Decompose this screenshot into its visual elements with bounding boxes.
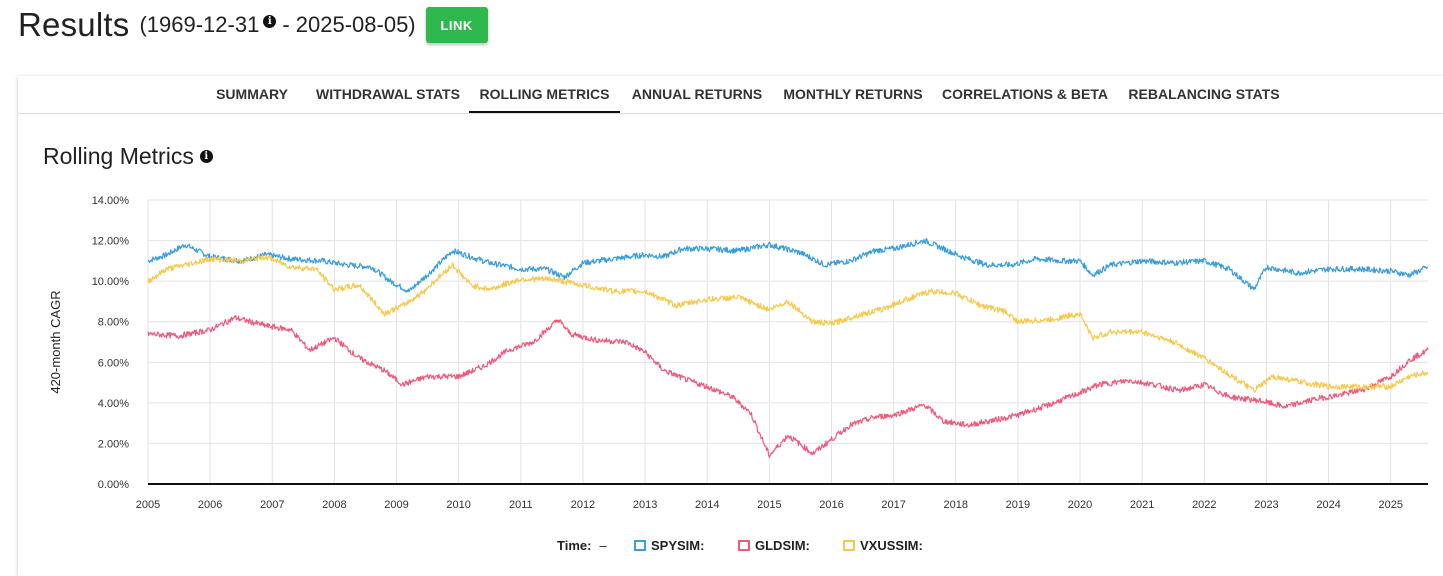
- legend-item-vxussim[interactable]: VXUSSIM:: [843, 538, 923, 553]
- date-range-start: (1969-12-31: [139, 12, 260, 37]
- page-title: Results: [18, 6, 130, 43]
- legend-item-gldsim[interactable]: GLDSIM:: [738, 538, 810, 553]
- info-circle-icon[interactable]: i: [199, 150, 213, 163]
- tab-rebalancing-stats[interactable]: REBALANCING STATS: [1128, 86, 1280, 102]
- x-tick-label: 2021: [1130, 499, 1154, 511]
- tab-summary[interactable]: SUMMARY: [216, 86, 288, 102]
- results-card: SUMMARY WITHDRAWAL STATS ROLLING METRICS…: [18, 76, 1443, 576]
- tab-correlations-beta[interactable]: CORRELATIONS & BETA: [942, 86, 1108, 102]
- x-tick-label: 2015: [757, 499, 781, 511]
- y-tick-label: 4.00%: [98, 398, 129, 410]
- legend-label-gldsim: GLDSIM:: [755, 538, 810, 553]
- x-tick-label: 2008: [322, 499, 346, 511]
- y-tick-label: 14.00%: [92, 195, 130, 207]
- legend-time: Time: –: [557, 538, 607, 553]
- legend-swatch-spysim: [634, 540, 646, 551]
- y-tick-label: 0.00%: [98, 479, 129, 491]
- x-tick-label: 2020: [1068, 499, 1092, 511]
- x-tick-label: 2025: [1378, 499, 1402, 511]
- date-range-end: - 2025-08-05): [282, 12, 416, 37]
- y-tick-label: 6.00%: [98, 357, 129, 369]
- y-tick-label: 2.00%: [98, 438, 129, 450]
- link-button[interactable]: LINK: [425, 7, 488, 43]
- legend-time-label: Time:: [557, 538, 592, 553]
- tab-annual-returns[interactable]: ANNUAL RETURNS: [631, 86, 763, 102]
- x-tick-label: 2024: [1316, 499, 1340, 511]
- x-tick-label: 2006: [198, 499, 222, 511]
- tab-monthly-returns[interactable]: MONTHLY RETURNS: [783, 86, 923, 102]
- x-tick-label: 2022: [1192, 499, 1216, 511]
- series-line-spysim: [147, 238, 1429, 293]
- x-tick-label: 2009: [384, 499, 408, 511]
- rolling-metrics-chart: 0.00% 2.00% 4.00% 6.00% 8.00% 10.00% 12.00% 14.…: [48, 195, 1429, 511]
- x-tick-label: 2016: [819, 499, 843, 511]
- x-tick-label: 2012: [571, 499, 595, 511]
- y-tick-label: 12.00%: [92, 236, 130, 248]
- legend-time-value: –: [599, 538, 607, 553]
- x-tick-label: 2019: [1006, 499, 1030, 511]
- x-tick-label: 2023: [1254, 499, 1278, 511]
- x-tick-label: 2013: [633, 499, 657, 511]
- legend-swatch-gldsim: [738, 540, 750, 551]
- section-title-text: Rolling Metrics: [43, 143, 194, 169]
- legend-label-vxussim: VXUSSIM:: [860, 538, 923, 553]
- y-tick-label: 10.00%: [92, 276, 130, 288]
- series-line-vxussim: [147, 254, 1429, 393]
- x-tick-label: 2018: [944, 499, 968, 511]
- x-tick-label: 2014: [695, 499, 719, 511]
- x-tick-label: 2010: [446, 499, 470, 511]
- info-icon[interactable]: i: [263, 14, 277, 28]
- x-tick-label: 2005: [136, 499, 160, 511]
- section-title: Rolling Metrics i: [43, 143, 213, 170]
- x-tick-label: 2007: [260, 499, 284, 511]
- results-tabs: SUMMARY WITHDRAWAL STATS ROLLING METRICS…: [18, 76, 1443, 114]
- y-tick-label: 8.00%: [98, 317, 129, 329]
- y-axis-label: 420-month CAGR: [48, 290, 63, 393]
- legend-label-spysim: SPYSIM:: [651, 538, 705, 553]
- date-range: (1969-12-31 i - 2025-08-05): [139, 12, 415, 38]
- x-tick-label: 2017: [881, 499, 905, 511]
- tab-rolling-metrics[interactable]: ROLLING METRICS: [469, 76, 620, 113]
- tab-withdrawal-stats[interactable]: WITHDRAWAL STATS: [316, 86, 460, 102]
- legend-item-spysim[interactable]: SPYSIM:: [634, 538, 704, 553]
- x-tick-label: 2011: [509, 499, 533, 511]
- results-header: Results (1969-12-31 i - 2025-08-05) LINK: [18, 0, 488, 50]
- legend-swatch-vxussim: [843, 540, 855, 551]
- series-line-gldsim: [147, 315, 1429, 458]
